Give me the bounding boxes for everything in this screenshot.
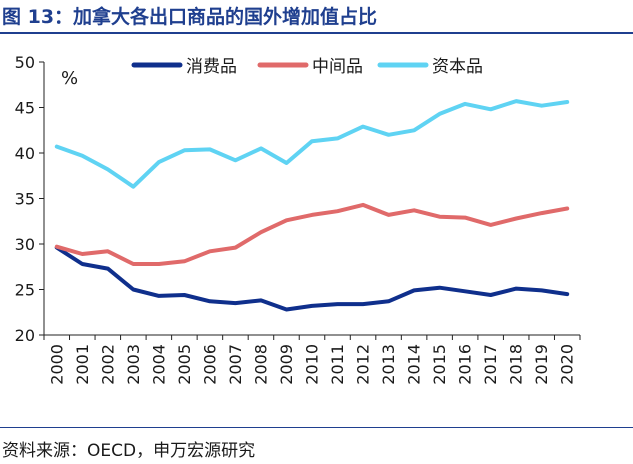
x-tick-label: 2014 (405, 344, 424, 385)
axes: 20 25 30 35 40 45 50 2000 2001 2002 2003 2004 2005 20… (15, 53, 581, 385)
x-tick-label: 2005 (175, 344, 194, 385)
source-divider (0, 427, 633, 428)
x-tick-label: 2003 (124, 344, 143, 385)
x-tick-label: 2017 (481, 344, 500, 385)
y-tick-label: 40 (15, 144, 35, 163)
x-tick-label: 2001 (73, 344, 92, 385)
legend-label: 中间品 (312, 57, 363, 77)
x-tick-label: 2007 (226, 344, 245, 385)
x-tick-label: 2010 (303, 344, 322, 385)
x-tick-label: 2012 (354, 344, 373, 385)
x-tick-label: 2019 (532, 344, 551, 385)
series-line (54, 202, 570, 266)
y-tick-label: 30 (15, 235, 35, 254)
x-tick-label: 2006 (200, 344, 219, 385)
legend: 消费品 中间品 资本品 (131, 57, 483, 77)
x-tick-label: 2011 (328, 344, 347, 385)
line-chart: 20 25 30 35 40 45 50 2000 2001 2002 2003 2004 2005 20… (15, 53, 581, 385)
x-tick-label: 2000 (47, 344, 66, 385)
x-tick-label: 2002 (98, 344, 117, 385)
x-tick-label: 2020 (558, 344, 577, 385)
title-divider (0, 32, 633, 34)
legend-label: 消费品 (186, 57, 237, 77)
y-tick-label: 50 (15, 53, 35, 72)
figure-title: 图 13：加拿大各出口商品的国外增加值占比 (2, 6, 378, 28)
series-layer (54, 99, 570, 312)
series-line (54, 245, 570, 312)
y-tick-label: 35 (15, 190, 35, 209)
y-tick-label: 25 (15, 281, 35, 300)
source-note: 资料来源：OECD，申万宏源研究 (2, 441, 256, 461)
x-tick-label: 2018 (507, 344, 526, 385)
x-tick-label: 2004 (149, 344, 168, 385)
x-tick-label: 2013 (379, 344, 398, 385)
y-tick-label: 20 (15, 326, 35, 345)
y-tick-label: 45 (15, 99, 35, 118)
legend-label: 资本品 (432, 57, 483, 77)
x-tick-label: 2009 (277, 344, 296, 385)
unit-label: % (61, 68, 78, 89)
x-tick-label: 2008 (251, 344, 270, 385)
series-line (54, 99, 570, 189)
x-tick-label: 2016 (456, 344, 475, 385)
x-tick-label: 2015 (430, 344, 449, 385)
